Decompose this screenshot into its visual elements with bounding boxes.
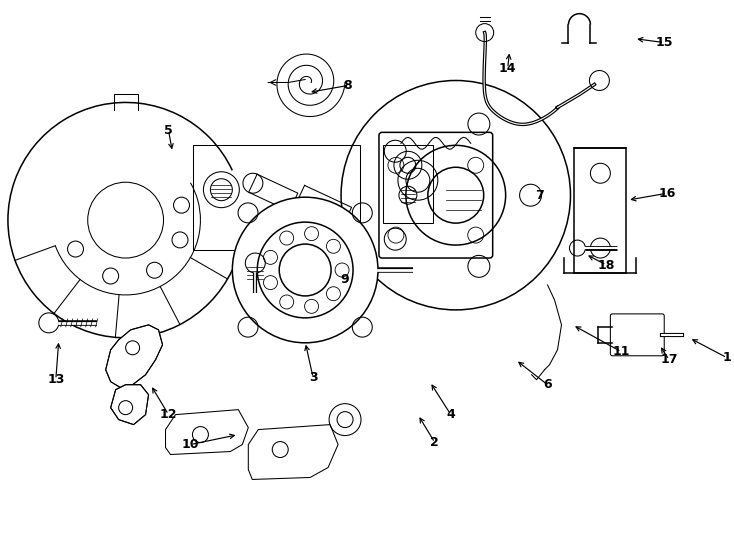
Polygon shape (248, 424, 338, 480)
Bar (194, 145, 360, 250)
Text: 17: 17 (661, 353, 678, 366)
Text: 18: 18 (597, 259, 615, 272)
Text: 3: 3 (309, 371, 317, 384)
Text: 16: 16 (658, 187, 676, 200)
Text: 15: 15 (655, 36, 673, 49)
Text: 8: 8 (344, 79, 352, 92)
Text: 2: 2 (430, 436, 439, 449)
Bar (575, 148, 626, 273)
Text: 4: 4 (446, 408, 455, 421)
Text: 11: 11 (613, 345, 630, 358)
Text: 12: 12 (160, 408, 178, 421)
Polygon shape (166, 410, 248, 455)
Text: 6: 6 (543, 378, 552, 391)
Text: 14: 14 (499, 62, 517, 75)
Text: 1: 1 (723, 352, 732, 365)
Text: 10: 10 (182, 438, 199, 451)
Circle shape (233, 197, 378, 343)
Polygon shape (111, 384, 148, 424)
Text: 5: 5 (164, 124, 173, 137)
Text: 13: 13 (47, 373, 65, 386)
Text: 7: 7 (535, 188, 544, 202)
Polygon shape (106, 325, 162, 388)
Bar (383, 145, 433, 223)
Text: 9: 9 (341, 273, 349, 287)
